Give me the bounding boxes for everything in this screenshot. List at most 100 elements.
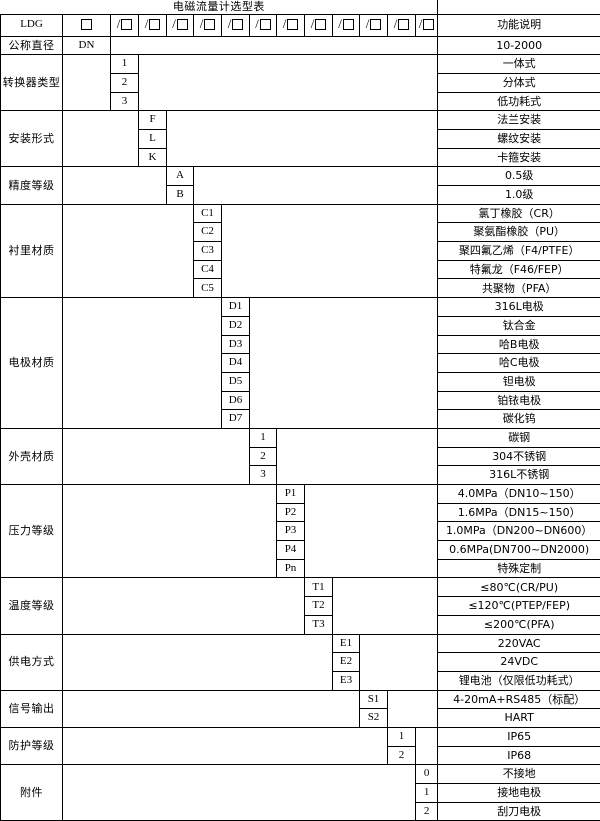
- code-cell[interactable]: D2: [222, 316, 250, 335]
- section-label-3: 安装形式: [1, 111, 63, 167]
- slash-glyph: /: [172, 17, 176, 30]
- empty-code-square[interactable]: [204, 19, 215, 30]
- code-cell[interactable]: L: [139, 129, 167, 148]
- empty-code-square[interactable]: [232, 19, 243, 30]
- slash-glyph: /: [366, 17, 370, 30]
- function-description-cell: 10-2000: [438, 36, 600, 55]
- code-cell[interactable]: B: [167, 186, 194, 205]
- empty-code-square[interactable]: [423, 19, 434, 30]
- code-box-slash[interactable]: /: [194, 14, 222, 36]
- blank-right-gap: [167, 111, 438, 167]
- code-cell[interactable]: 1: [250, 428, 277, 447]
- code-cell[interactable]: 1: [388, 727, 416, 746]
- empty-code-square[interactable]: [398, 19, 409, 30]
- function-description-cell: ≤80℃(CR/PU): [438, 578, 600, 597]
- blank-left-gap: [63, 204, 194, 297]
- function-description-cell: 接地电极: [438, 784, 600, 803]
- function-description-cell: 特殊定制: [438, 559, 600, 578]
- code-cell[interactable]: S1: [360, 690, 388, 709]
- code-cell[interactable]: D5: [222, 372, 250, 391]
- code-cell[interactable]: 2: [111, 73, 139, 92]
- empty-code-square[interactable]: [260, 19, 271, 30]
- function-description-cell: 1.0级: [438, 186, 600, 205]
- empty-code-square[interactable]: [343, 19, 354, 30]
- slash-glyph: /: [419, 17, 423, 30]
- code-box-slash[interactable]: /: [416, 14, 438, 36]
- empty-code-square[interactable]: [121, 19, 132, 30]
- code-box-slash[interactable]: /: [360, 14, 388, 36]
- code-cell[interactable]: 2: [416, 802, 438, 821]
- model-prefix-cell: LDG: [1, 14, 63, 36]
- code-cell[interactable]: P2: [277, 503, 305, 522]
- code-cell[interactable]: D1: [222, 298, 250, 317]
- code-cell[interactable]: A: [167, 167, 194, 186]
- code-cell[interactable]: D3: [222, 335, 250, 354]
- code-cell[interactable]: D4: [222, 354, 250, 373]
- code-cell[interactable]: T1: [305, 578, 333, 597]
- function-description-cell: 0.5级: [438, 167, 600, 186]
- title-row-spacer: [438, 0, 600, 14]
- blank-left-gap: [63, 765, 416, 821]
- code-box-slash[interactable]: /: [111, 14, 139, 36]
- code-cell[interactable]: 2: [388, 746, 416, 765]
- code-box-slash[interactable]: /: [222, 14, 250, 36]
- function-description-cell: ≤200℃(PFA): [438, 615, 600, 634]
- empty-code-square[interactable]: [370, 19, 381, 30]
- blank-right-gap: [139, 55, 438, 111]
- code-cell[interactable]: P4: [277, 541, 305, 560]
- code-box-slash[interactable]: /: [305, 14, 333, 36]
- blank-right-gap: [250, 298, 438, 429]
- code-cell[interactable]: P1: [277, 485, 305, 504]
- blank-left-gap: [63, 298, 222, 429]
- slash-glyph: /: [311, 17, 315, 30]
- code-cell[interactable]: Pn: [277, 559, 305, 578]
- code-box-plain[interactable]: [63, 14, 111, 36]
- code-cell[interactable]: T3: [305, 615, 333, 634]
- code-cell[interactable]: K: [139, 148, 167, 167]
- code-cell[interactable]: D7: [222, 410, 250, 429]
- code-cell[interactable]: E1: [333, 634, 360, 653]
- code-box-slash[interactable]: /: [167, 14, 194, 36]
- code-cell[interactable]: C5: [194, 279, 222, 298]
- empty-code-square[interactable]: [81, 19, 92, 30]
- slash-glyph: /: [255, 17, 259, 30]
- code-box-slash[interactable]: /: [250, 14, 277, 36]
- code-cell[interactable]: C1: [194, 204, 222, 223]
- function-description-cell: 铂铱电极: [438, 391, 600, 410]
- code-cell[interactable]: T2: [305, 597, 333, 616]
- empty-code-square[interactable]: [149, 19, 160, 30]
- code-cell[interactable]: P3: [277, 522, 305, 541]
- code-cell[interactable]: C4: [194, 260, 222, 279]
- code-cell[interactable]: F: [139, 111, 167, 130]
- code-cell[interactable]: E3: [333, 671, 360, 690]
- code-cell[interactable]: C2: [194, 223, 222, 242]
- code-cell[interactable]: DN: [63, 36, 111, 55]
- empty-code-square[interactable]: [287, 19, 298, 30]
- code-cell[interactable]: 2: [250, 447, 277, 466]
- blank-left-gap: [63, 727, 388, 764]
- code-cell[interactable]: D6: [222, 391, 250, 410]
- code-cell[interactable]: 1: [111, 55, 139, 74]
- code-cell[interactable]: S2: [360, 709, 388, 728]
- code-cell[interactable]: 3: [250, 466, 277, 485]
- blank-left-gap: [63, 485, 277, 578]
- code-cell[interactable]: E2: [333, 653, 360, 672]
- code-cell[interactable]: 1: [416, 784, 438, 803]
- code-cell[interactable]: 3: [111, 92, 139, 111]
- code-cell[interactable]: 0: [416, 765, 438, 784]
- code-box-slash[interactable]: /: [333, 14, 360, 36]
- function-description-cell: 分体式: [438, 73, 600, 92]
- code-box-slash[interactable]: /: [388, 14, 416, 36]
- empty-code-square[interactable]: [177, 19, 188, 30]
- code-box-slash[interactable]: /: [277, 14, 305, 36]
- empty-code-square[interactable]: [315, 19, 326, 30]
- code-cell[interactable]: C3: [194, 242, 222, 261]
- code-box-slash[interactable]: /: [139, 14, 167, 36]
- function-description-cell: 4.0MPa（DN10~150）: [438, 485, 600, 504]
- blank-left-gap: [63, 167, 167, 204]
